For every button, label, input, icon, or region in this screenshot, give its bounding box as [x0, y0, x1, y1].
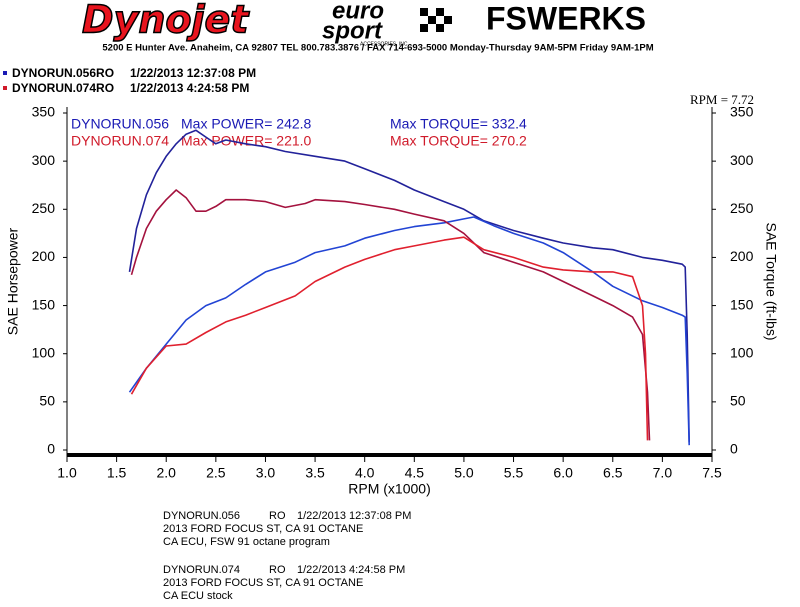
y-tick-label: 0: [47, 441, 55, 457]
annotation-power: Max POWER= 242.8: [181, 116, 312, 132]
x-tick-label: 5.5: [504, 465, 524, 481]
y2-tick-label: 150: [730, 296, 754, 312]
y2-tick-label: 200: [730, 248, 754, 264]
address: 5200 E Hunter Ave. Anaheim, CA 92807 TEL…: [102, 43, 653, 54]
y2-tick-label: 350: [730, 104, 754, 120]
x-tick-label: 2.5: [206, 465, 226, 481]
y2-tick-label: 300: [730, 152, 754, 168]
x-tick-label: 4.5: [405, 465, 425, 481]
y-tick-label: 250: [32, 200, 56, 216]
x-tick-label: 5.0: [454, 465, 474, 481]
logo-sport: sport: [322, 17, 383, 44]
logo-accessories: ACCESSORIES, INC: [360, 41, 408, 47]
annotation-power: Max POWER= 221.0: [181, 133, 312, 149]
run-name: DYNORUN.056RO: [12, 66, 114, 80]
annotation-run: DYNORUN.074: [71, 133, 169, 149]
curve: [128, 216, 690, 446]
x-tick-label: 6.0: [553, 465, 573, 481]
run-name: DYNORUN.074RO: [12, 81, 114, 95]
checkered-flag: [420, 8, 452, 32]
x-tick-label: 3.5: [305, 465, 325, 481]
y2-tick-label: 0: [730, 441, 738, 457]
x-tick-label: 3.0: [256, 465, 276, 481]
y2-axis-label: SAE Torque (ft-lbs): [763, 222, 779, 340]
logo-dynojet: Dynojet: [82, 0, 250, 42]
x-tick-label: 1.0: [57, 465, 77, 481]
footer-run: DYNORUN.074: [163, 564, 240, 576]
x-tick-label: 1.5: [107, 465, 127, 481]
annotation-torque: Max TORQUE= 270.2: [390, 133, 527, 149]
y-tick-label: 50: [39, 393, 55, 409]
footer-run: DYNORUN.056: [163, 510, 240, 522]
footer-line: 2013 FORD FOCUS ST, CA 91 OCTANE: [163, 523, 363, 535]
y-tick-label: 350: [32, 104, 56, 120]
run-marker: [3, 71, 7, 75]
curve: [130, 236, 649, 441]
y-tick-label: 200: [32, 248, 56, 264]
y-tick-label: 100: [32, 344, 56, 360]
footer-line: 2013 FORD FOCUS ST, CA 91 OCTANE: [163, 577, 363, 589]
footer-date: 1/22/2013 4:24:58 PM: [297, 564, 405, 576]
curve: [130, 189, 651, 441]
footer-code: RO: [269, 510, 286, 522]
x-tick-label: 2.0: [156, 465, 176, 481]
run-marker: [3, 86, 7, 90]
footer-line: CA ECU, FSW 91 octane program: [163, 536, 330, 548]
annotation-torque: Max TORQUE= 332.4: [390, 116, 527, 132]
footer-line: CA ECU stock: [163, 590, 233, 602]
footer-code: RO: [269, 564, 286, 576]
logo-euro: euro: [332, 0, 384, 24]
curve: [128, 129, 690, 443]
footer-date: 1/22/2013 12:37:08 PM: [297, 510, 411, 522]
run-date: 1/22/2013 4:24:58 PM: [130, 81, 249, 95]
run-date: 1/22/2013 12:37:08 PM: [130, 66, 256, 80]
x-tick-label: 7.0: [653, 465, 673, 481]
y-tick-label: 300: [32, 152, 56, 168]
rpm-readout: RPM = 7.72: [690, 92, 754, 107]
y-axis-label: SAE Horsepower: [5, 227, 21, 335]
x-tick-label: 7.5: [702, 465, 722, 481]
x-tick-label: 6.5: [603, 465, 623, 481]
y2-tick-label: 100: [730, 344, 754, 360]
logo-fswerks: FSWERKS: [486, 0, 646, 36]
y-tick-label: 150: [32, 296, 56, 312]
x-axis-label: RPM (x1000): [348, 481, 430, 497]
annotation-run: DYNORUN.056: [71, 116, 169, 132]
y2-tick-label: 250: [730, 200, 754, 216]
y2-tick-label: 50: [730, 393, 746, 409]
x-tick-label: 4.0: [355, 465, 375, 481]
